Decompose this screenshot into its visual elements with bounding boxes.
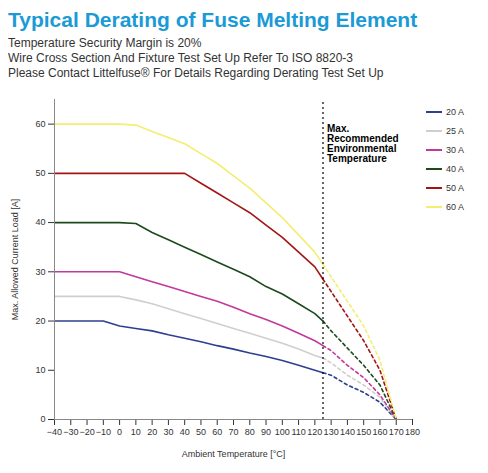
html-text:20 A: 20 A	[446, 107, 464, 117]
svg-text:180: 180	[405, 427, 420, 437]
svg-text:Ambient Temperature [°C]: Ambient Temperature [°C]	[182, 449, 285, 459]
svg-text:30: 30	[35, 267, 45, 277]
svg-text:20: 20	[147, 427, 157, 437]
svg-text:−10: −10	[96, 427, 111, 437]
svg-text:20: 20	[35, 316, 45, 326]
svg-text:60: 60	[35, 119, 45, 129]
html-text:Please Contact Littelfuse® For: Please Contact Littelfuse® For Details R…	[8, 66, 384, 80]
html-text:30 A: 30 A	[446, 145, 464, 155]
svg-text:30: 30	[163, 427, 173, 437]
html-text:Temperature Security Margin is: Temperature Security Margin is 20%	[8, 36, 202, 50]
svg-text:10: 10	[131, 427, 141, 437]
html-text:40 A: 40 A	[446, 164, 464, 174]
svg-text:110: 110	[291, 427, 305, 437]
svg-text:140: 140	[340, 427, 355, 437]
html-text:Typical Derating of Fuse Melti: Typical Derating of Fuse Melting Element	[8, 8, 418, 31]
svg-text:0: 0	[117, 427, 122, 437]
svg-text:120: 120	[307, 427, 322, 437]
svg-text:Max.RecommendedEnvironmentalTe: Max.RecommendedEnvironmentalTemperature	[327, 123, 399, 164]
svg-text:50: 50	[35, 168, 45, 178]
svg-text:170: 170	[389, 427, 404, 437]
html-text:Wire Cross Section And Fixture: Wire Cross Section And Fixture Test Set …	[8, 51, 353, 65]
svg-text:50: 50	[196, 427, 206, 437]
svg-text:80: 80	[245, 427, 255, 437]
svg-text:60: 60	[212, 427, 222, 437]
svg-text:150: 150	[356, 427, 371, 437]
svg-text:−20: −20	[79, 427, 94, 437]
svg-text:10: 10	[35, 365, 45, 375]
svg-text:90: 90	[261, 427, 271, 437]
svg-text:0: 0	[40, 414, 45, 424]
svg-text:−40: −40	[47, 427, 62, 437]
svg-text:70: 70	[228, 427, 238, 437]
svg-text:Max. Allowed Current Load [A]: Max. Allowed Current Load [A]	[10, 199, 20, 321]
svg-text:40: 40	[180, 427, 190, 437]
svg-text:40: 40	[35, 217, 45, 227]
html-text:60 A: 60 A	[446, 202, 464, 212]
html-text:25 A: 25 A	[446, 126, 464, 136]
svg-text:−30: −30	[63, 427, 78, 437]
svg-text:100: 100	[275, 427, 290, 437]
html-text:50 A: 50 A	[446, 183, 464, 193]
svg-text:130: 130	[324, 427, 339, 437]
svg-text:160: 160	[372, 427, 387, 437]
